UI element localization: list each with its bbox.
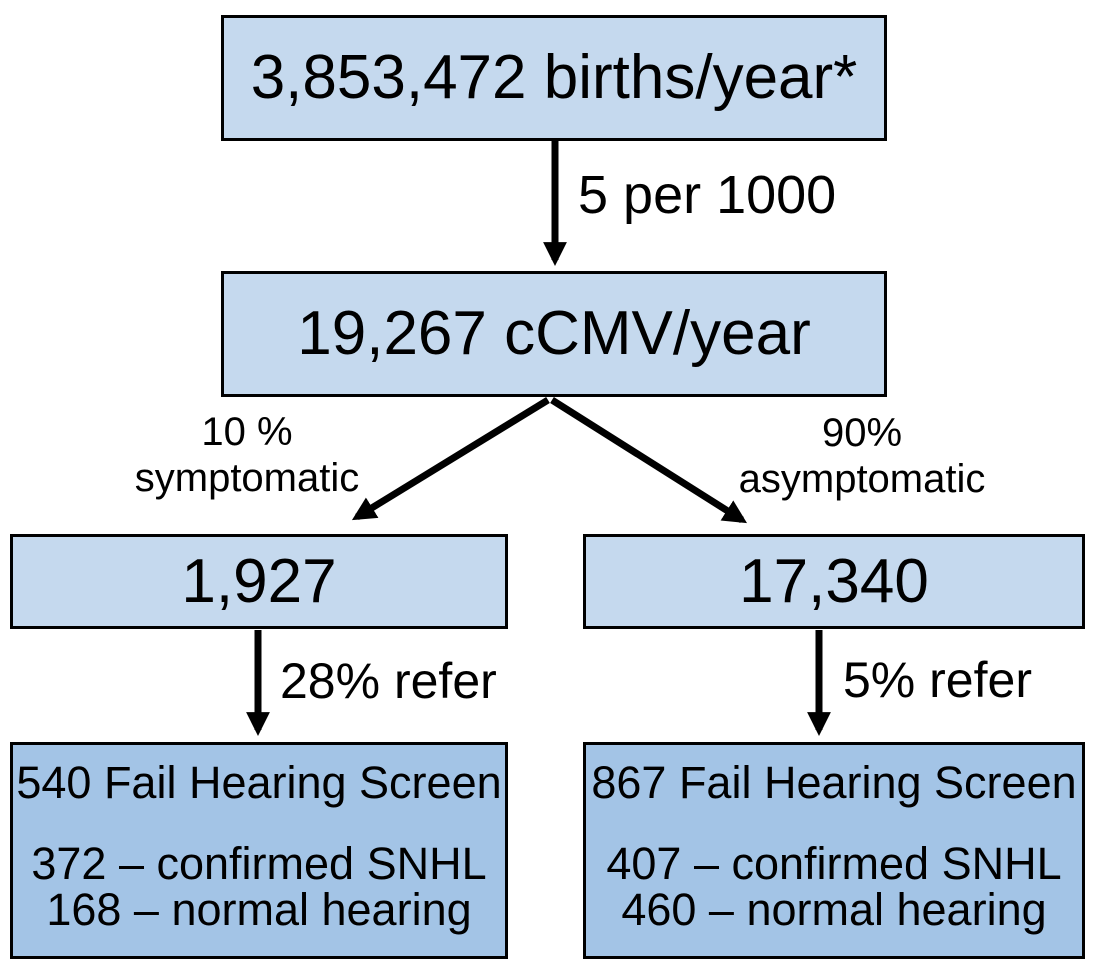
branch-label-asymptomatic: 90% asymptomatic (692, 410, 1032, 502)
node-asymptomatic-count-label: 17,340 (739, 546, 929, 616)
symptomatic-confirmed-snhl: 372 – confirmed SNHL (31, 838, 487, 889)
node-symptomatic-count-label: 1,927 (181, 546, 337, 616)
branch-label-symptomatic-word: symptomatic (134, 456, 360, 500)
node-symptomatic-outcome: 540 Fail Hearing Screen 372 – confirmed … (10, 742, 508, 959)
branch-label-symptomatic-percent: 10 % (201, 410, 293, 454)
node-asymptomatic-outcome: 867 Fail Hearing Screen 407 – confirmed … (583, 742, 1085, 959)
node-ccmv-label: 19,267 cCMV/year (297, 299, 811, 369)
edge-label-symptomatic-refer: 28% refer (280, 653, 497, 709)
branch-label-asymptomatic-word: asymptomatic (738, 457, 986, 501)
symptomatic-outcome-details: 372 – confirmed SNHL 168 – normal hearin… (31, 841, 486, 933)
node-symptomatic-count: 1,927 (10, 534, 508, 629)
symptomatic-normal-hearing: 168 – normal hearing (46, 884, 472, 935)
node-asymptomatic-count: 17,340 (583, 534, 1085, 629)
node-births: 3,853,472 births/year* (221, 15, 887, 141)
branch-label-asymptomatic-percent: 90% (821, 411, 903, 455)
asymptomatic-normal-hearing: 460 – normal hearing (621, 884, 1047, 935)
edge-label-incidence-rate: 5 per 1000 (578, 165, 837, 225)
asymptomatic-outcome-headline: 867 Fail Hearing Screen (591, 757, 1077, 808)
edge-label-asymptomatic-refer: 5% refer (843, 652, 1032, 708)
asymptomatic-outcome-details: 407 – confirmed SNHL 460 – normal hearin… (606, 841, 1061, 933)
branch-label-symptomatic: 10 % symptomatic (87, 409, 407, 501)
node-births-label: 3,853,472 births/year* (250, 43, 858, 113)
symptomatic-outcome-headline: 540 Fail Hearing Screen (16, 757, 502, 808)
asymptomatic-confirmed-snhl: 407 – confirmed SNHL (606, 838, 1062, 889)
node-ccmv: 19,267 cCMV/year (221, 271, 887, 397)
